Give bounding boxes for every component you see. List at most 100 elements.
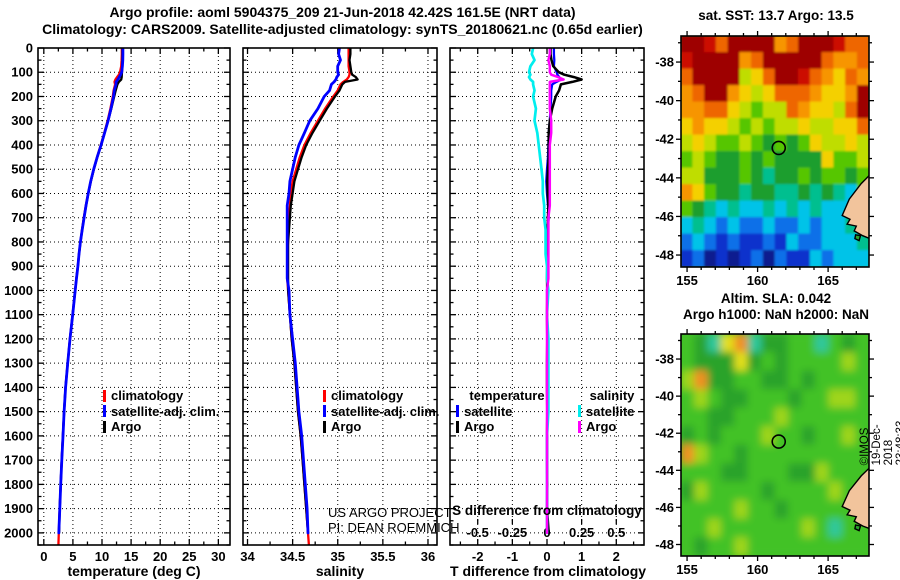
- heatmap-cell: [734, 370, 749, 390]
- heatmap-cell: [762, 101, 776, 119]
- heatmap-cell: [821, 200, 835, 218]
- heatmap-cell: [801, 444, 816, 464]
- heatmap-cell: [727, 217, 741, 235]
- x-tick-label: 35: [331, 549, 345, 564]
- heatmap-cell: [833, 85, 846, 103]
- figure-title-line1: Argo profile: aoml 5904375_209 21-Jun-20…: [109, 4, 576, 20]
- heatmap-cell: [715, 118, 729, 136]
- heatmap-cell: [774, 537, 789, 556]
- heatmap-cell: [814, 463, 830, 483]
- heatmap-cell: [715, 233, 729, 251]
- heatmap-cell: [681, 444, 695, 464]
- heatmap-cell: [809, 85, 823, 103]
- project-annotation: US ARGO PROJECT PI: DEAN ROEMMICH: [328, 505, 459, 535]
- legend-item-argo: Argo: [456, 419, 558, 435]
- heatmap-cell: [694, 500, 709, 520]
- x-tick-label: 1: [578, 549, 585, 564]
- sla-map: 155 160 165 -38 -40 -42 -44 -46 -48: [655, 329, 874, 577]
- heatmap-cell: [739, 101, 752, 119]
- heatmap-cell: [681, 481, 695, 501]
- heatmap-cell: [774, 184, 788, 202]
- legend-label: satellite: [586, 403, 635, 419]
- heatmap-cell: [747, 537, 762, 556]
- heatmap-cell: [856, 250, 869, 267]
- heatmap-cell: [761, 407, 776, 427]
- heatmap-cell: [774, 444, 789, 464]
- heatmap-cell: [715, 68, 729, 86]
- heatmap-cell: [681, 426, 695, 446]
- heatmap-cell: [788, 481, 803, 501]
- heatmap-cell: [855, 370, 869, 390]
- figure-title-line2: Climatology: CARS2009. Satellite-adjuste…: [42, 21, 643, 37]
- heatmap-cell: [692, 233, 705, 251]
- depth-tick-label: 200: [11, 89, 33, 104]
- lat-tick-label: -46: [655, 209, 674, 224]
- t-satellite-line-swatch: [456, 405, 459, 418]
- heatmap-cell: [751, 101, 764, 119]
- legend-label: climatology: [331, 388, 404, 404]
- heatmap-cell: [727, 184, 741, 202]
- lat-tick-label: -46: [655, 500, 674, 515]
- heatmap-cell: [774, 352, 789, 372]
- heatmap-cell: [809, 184, 823, 202]
- heatmap-cell: [788, 500, 803, 520]
- depth-tick-label: 2000: [4, 525, 33, 540]
- depth-tick-label: 700: [11, 210, 33, 225]
- heatmap-cell: [747, 426, 762, 446]
- heatmap-cell: [762, 184, 776, 202]
- heatmap-cell: [681, 250, 694, 267]
- heatmap-cell: [707, 500, 722, 520]
- heatmap-cell: [762, 233, 776, 251]
- project-line2: PI: DEAN ROEMMICH: [328, 520, 460, 535]
- heatmap-cell: [809, 36, 823, 53]
- heatmap-cell: [715, 200, 729, 218]
- heatmap-cell: [833, 101, 846, 119]
- heatmap-cell: [739, 36, 752, 53]
- depth-tick-label: 1500: [4, 404, 33, 419]
- heatmap-cell: [798, 217, 811, 235]
- depth-tick-label: 0: [26, 41, 33, 56]
- x-tick-label: 0: [543, 549, 550, 564]
- heatmap-cell: [739, 217, 752, 235]
- heatmap-cell: [751, 151, 764, 169]
- heatmap-cell: [841, 407, 856, 427]
- heatmap-cell: [704, 184, 717, 202]
- heatmap-cell: [751, 167, 764, 185]
- heatmap-cell: [809, 233, 823, 251]
- heatmap-cell: [845, 151, 858, 169]
- heatmap-cell: [774, 250, 788, 267]
- heatmap-cell: [774, 134, 788, 152]
- heatmap-cell: [801, 407, 816, 427]
- heatmap-cell: [681, 334, 695, 353]
- s-difference-axis-label: S difference from climatology: [452, 503, 642, 518]
- t-difference-legend: temperature satellite Argo: [456, 388, 558, 435]
- lon-tick-label: 155: [676, 562, 698, 577]
- heatmap-cell: [856, 52, 869, 70]
- heatmap-cell: [774, 118, 788, 136]
- x-tick-label: 25: [182, 549, 196, 564]
- heatmap-cell: [692, 101, 705, 119]
- depth-tick-label: 1400: [4, 380, 33, 395]
- heatmap-cell: [751, 85, 764, 103]
- heatmap-cell: [845, 101, 858, 119]
- heatmap-cell: [809, 151, 823, 169]
- heatmap-cell: [707, 444, 722, 464]
- heatmap-cell: [841, 334, 856, 353]
- heatmap-cell: [845, 85, 858, 103]
- heatmap-cell: [833, 217, 846, 235]
- heatmap-cell: [720, 389, 736, 409]
- heatmap-cell: [801, 481, 816, 501]
- heatmap-cell: [845, 134, 858, 152]
- heatmap-cell: [855, 334, 869, 353]
- heatmap-cell: [845, 167, 858, 185]
- heatmap-cell: [786, 233, 799, 251]
- lon-tick-label: 165: [817, 562, 839, 577]
- x-tick-label: 5: [69, 549, 76, 564]
- lat-tick-label: -38: [655, 352, 674, 367]
- heatmap-cell: [798, 167, 811, 185]
- heatmap-cell: [762, 85, 776, 103]
- heatmap-cell: [761, 370, 776, 390]
- heatmap-cell: [828, 463, 843, 483]
- heatmap-cell: [801, 352, 816, 372]
- heatmap-cell: [786, 167, 799, 185]
